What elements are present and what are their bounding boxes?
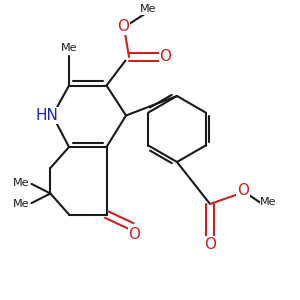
Text: O: O	[237, 183, 249, 198]
Text: Me: Me	[61, 43, 77, 53]
Text: O: O	[160, 50, 172, 64]
Text: HN: HN	[35, 108, 58, 123]
Text: Me: Me	[13, 199, 30, 209]
Text: O: O	[204, 237, 216, 252]
Text: O: O	[128, 227, 140, 242]
Text: Me: Me	[260, 196, 277, 207]
Text: O: O	[117, 19, 129, 34]
Text: Me: Me	[13, 178, 30, 188]
Text: Me: Me	[140, 4, 157, 14]
